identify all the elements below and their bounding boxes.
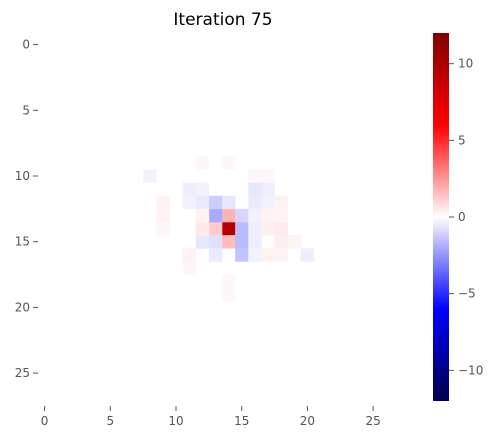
heatmap-cell bbox=[261, 208, 275, 223]
heatmap-cell bbox=[300, 248, 315, 262]
heatmap-cell bbox=[222, 156, 236, 170]
colorbar-gradient bbox=[433, 33, 449, 401]
heatmap-cell bbox=[248, 248, 262, 262]
heatmap-cell bbox=[208, 208, 223, 223]
heatmap-cell bbox=[274, 222, 289, 236]
heatmap-cell bbox=[143, 169, 157, 183]
y-tick-label: 0 bbox=[22, 38, 30, 52]
x-tick-label: 10 bbox=[168, 414, 183, 428]
heatmap-cell bbox=[235, 222, 249, 236]
heatmap-cell bbox=[156, 195, 170, 210]
colorbar-tick-label: 5 bbox=[458, 133, 466, 147]
heatmap-cell bbox=[195, 235, 210, 249]
y-tick-label: 20 bbox=[15, 300, 30, 314]
heatmap-cell bbox=[195, 195, 210, 210]
heatmap-cell bbox=[287, 235, 302, 249]
heatmap-cell bbox=[208, 195, 223, 210]
y-tick-label: 25 bbox=[15, 366, 30, 380]
heatmap-cell bbox=[195, 156, 210, 170]
heatmap-cell bbox=[235, 248, 249, 262]
heatmap-cell bbox=[156, 208, 170, 223]
heatmap-cell bbox=[195, 182, 210, 197]
heatmap-cell bbox=[222, 195, 236, 210]
chart-title: Iteration 75 bbox=[173, 10, 272, 30]
heatmap-cell bbox=[274, 195, 289, 210]
heatmap-cell bbox=[261, 182, 275, 197]
heatmap-cell bbox=[195, 208, 210, 223]
heatmap-cell bbox=[222, 274, 236, 289]
heatmap-cell bbox=[248, 222, 262, 236]
colorbar: 10 5 0 −5 −10 bbox=[433, 33, 483, 401]
heatmap-cell bbox=[248, 169, 262, 183]
colorbar-tick-label: 10 bbox=[458, 57, 473, 71]
heatmap-cells bbox=[38, 38, 406, 406]
heatmap-cell bbox=[248, 182, 262, 197]
colorbar-tick-label: −10 bbox=[458, 363, 483, 377]
heatmap-cell bbox=[248, 195, 262, 210]
heatmap-cell bbox=[222, 235, 236, 249]
x-tick-label: 20 bbox=[300, 414, 315, 428]
heatmap-cell bbox=[222, 222, 236, 236]
colorbar-tick-label: 0 bbox=[458, 210, 466, 224]
heatmap-cell bbox=[274, 208, 289, 223]
heatmap-axes: 0 5 10 15 20 25 0 5 10 15 20 25 bbox=[15, 38, 381, 428]
colorbar-tick-label: −5 bbox=[458, 287, 476, 301]
heatmap-cell bbox=[235, 235, 249, 249]
heatmap-cell bbox=[261, 222, 275, 236]
x-tick-label: 15 bbox=[234, 414, 249, 428]
heatmap-cell bbox=[235, 208, 249, 223]
x-tick-label: 0 bbox=[41, 414, 49, 428]
heatmap-cell bbox=[182, 195, 197, 210]
heatmap-cell bbox=[182, 261, 197, 275]
heatmap-cell bbox=[195, 222, 210, 236]
heatmap-cell bbox=[261, 195, 275, 210]
y-tick-label: 5 bbox=[22, 103, 30, 117]
heatmap-cell bbox=[274, 235, 289, 249]
heatmap-cell bbox=[274, 248, 289, 262]
heatmap-cell bbox=[248, 208, 262, 223]
heatmap-cell bbox=[208, 235, 223, 249]
heatmap-cell bbox=[222, 208, 236, 223]
heatmap-cell bbox=[182, 182, 197, 197]
x-tick-label: 25 bbox=[366, 414, 381, 428]
y-tick-label: 10 bbox=[15, 169, 30, 183]
heatmap-cell bbox=[208, 222, 223, 236]
x-tick-label: 5 bbox=[106, 414, 114, 428]
heatmap-cell bbox=[156, 222, 170, 236]
heatmap-cell bbox=[208, 248, 223, 262]
heatmap-cell bbox=[261, 248, 275, 262]
y-tick-label: 15 bbox=[15, 235, 30, 249]
heatmap-cell bbox=[222, 287, 236, 302]
heatmap-cell bbox=[248, 235, 262, 249]
heatmap-cell bbox=[261, 169, 275, 183]
heatmap-cell bbox=[182, 248, 197, 262]
